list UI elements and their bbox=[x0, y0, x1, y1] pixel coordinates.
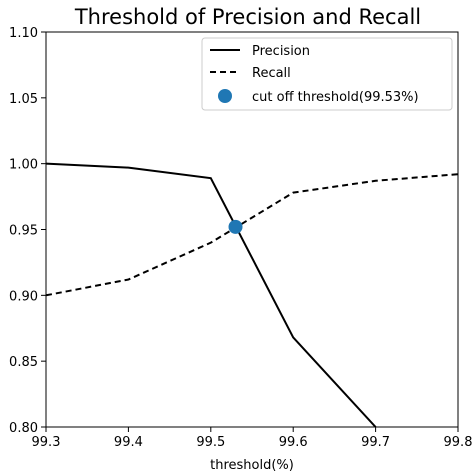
chart-title: Threshold of Precision and Recall bbox=[74, 5, 421, 29]
x-tick-label: 99.8 bbox=[444, 435, 473, 450]
legend-precision-label: Precision bbox=[252, 44, 310, 59]
y-tick-label: 1.10 bbox=[9, 26, 38, 41]
legend-recall-label: Recall bbox=[252, 66, 291, 81]
cutoff-marker bbox=[228, 219, 243, 234]
legend-frame bbox=[201, 37, 453, 111]
x-tick-label: 99.4 bbox=[114, 435, 143, 450]
y-tick-label: 0.85 bbox=[9, 355, 38, 370]
y-tick-label: 1.00 bbox=[9, 158, 38, 173]
legend-cutoff-label: cut off threshold(99.53%) bbox=[252, 90, 419, 105]
x-tick-label: 99.5 bbox=[196, 435, 225, 450]
series-line-recall bbox=[46, 173, 458, 297]
x-tick-label: 99.3 bbox=[32, 435, 61, 450]
y-tick-label: 0.90 bbox=[9, 289, 38, 304]
y-tick-label: 1.05 bbox=[9, 92, 38, 107]
x-tick-label: 99.6 bbox=[279, 435, 308, 450]
x-tick-label: 99.7 bbox=[361, 435, 390, 450]
legend-cutoff-swatch bbox=[218, 89, 232, 103]
series-line-precision bbox=[46, 162, 377, 427]
legend: Precision Recall cut off threshold(99.53… bbox=[201, 37, 453, 111]
x-axis-label: threshold(%) bbox=[210, 458, 294, 473]
y-tick-label: 0.80 bbox=[9, 421, 38, 436]
y-tick-label: 0.95 bbox=[9, 224, 38, 239]
